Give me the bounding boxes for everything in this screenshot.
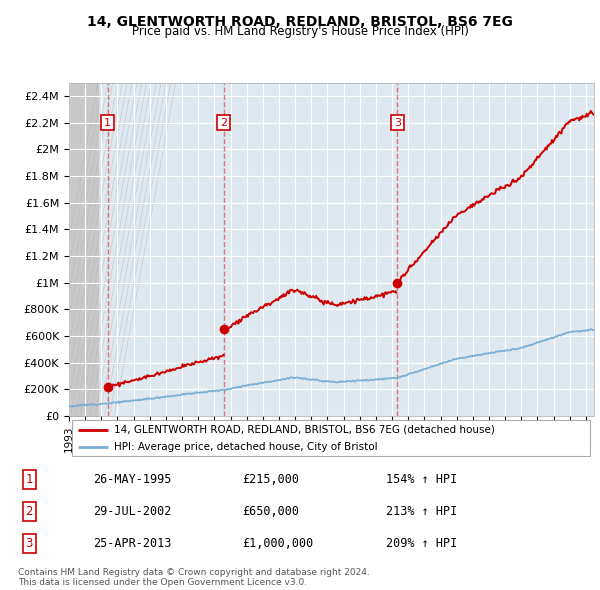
Text: 213% ↑ HPI: 213% ↑ HPI [386,505,458,518]
Text: HPI: Average price, detached house, City of Bristol: HPI: Average price, detached house, City… [113,441,377,451]
Text: 3: 3 [26,537,33,550]
Text: £650,000: £650,000 [242,505,299,518]
Text: £1,000,000: £1,000,000 [242,537,314,550]
FancyBboxPatch shape [71,421,590,455]
Text: 25-APR-2013: 25-APR-2013 [92,537,171,550]
Text: 154% ↑ HPI: 154% ↑ HPI [386,473,458,486]
Text: 1: 1 [26,473,33,486]
Text: 3: 3 [394,117,401,127]
Text: 14, GLENTWORTH ROAD, REDLAND, BRISTOL, BS6 7EG (detached house): 14, GLENTWORTH ROAD, REDLAND, BRISTOL, B… [113,425,494,435]
Text: 209% ↑ HPI: 209% ↑ HPI [386,537,458,550]
Text: Price paid vs. HM Land Registry's House Price Index (HPI): Price paid vs. HM Land Registry's House … [131,25,469,38]
Text: 2: 2 [220,117,227,127]
Text: 29-JUL-2002: 29-JUL-2002 [92,505,171,518]
Text: £215,000: £215,000 [242,473,299,486]
Text: 14, GLENTWORTH ROAD, REDLAND, BRISTOL, BS6 7EG: 14, GLENTWORTH ROAD, REDLAND, BRISTOL, B… [87,15,513,29]
Text: 26-MAY-1995: 26-MAY-1995 [92,473,171,486]
Text: Contains HM Land Registry data © Crown copyright and database right 2024.
This d: Contains HM Land Registry data © Crown c… [18,568,370,587]
Text: 1: 1 [104,117,111,127]
Text: 2: 2 [26,505,33,518]
